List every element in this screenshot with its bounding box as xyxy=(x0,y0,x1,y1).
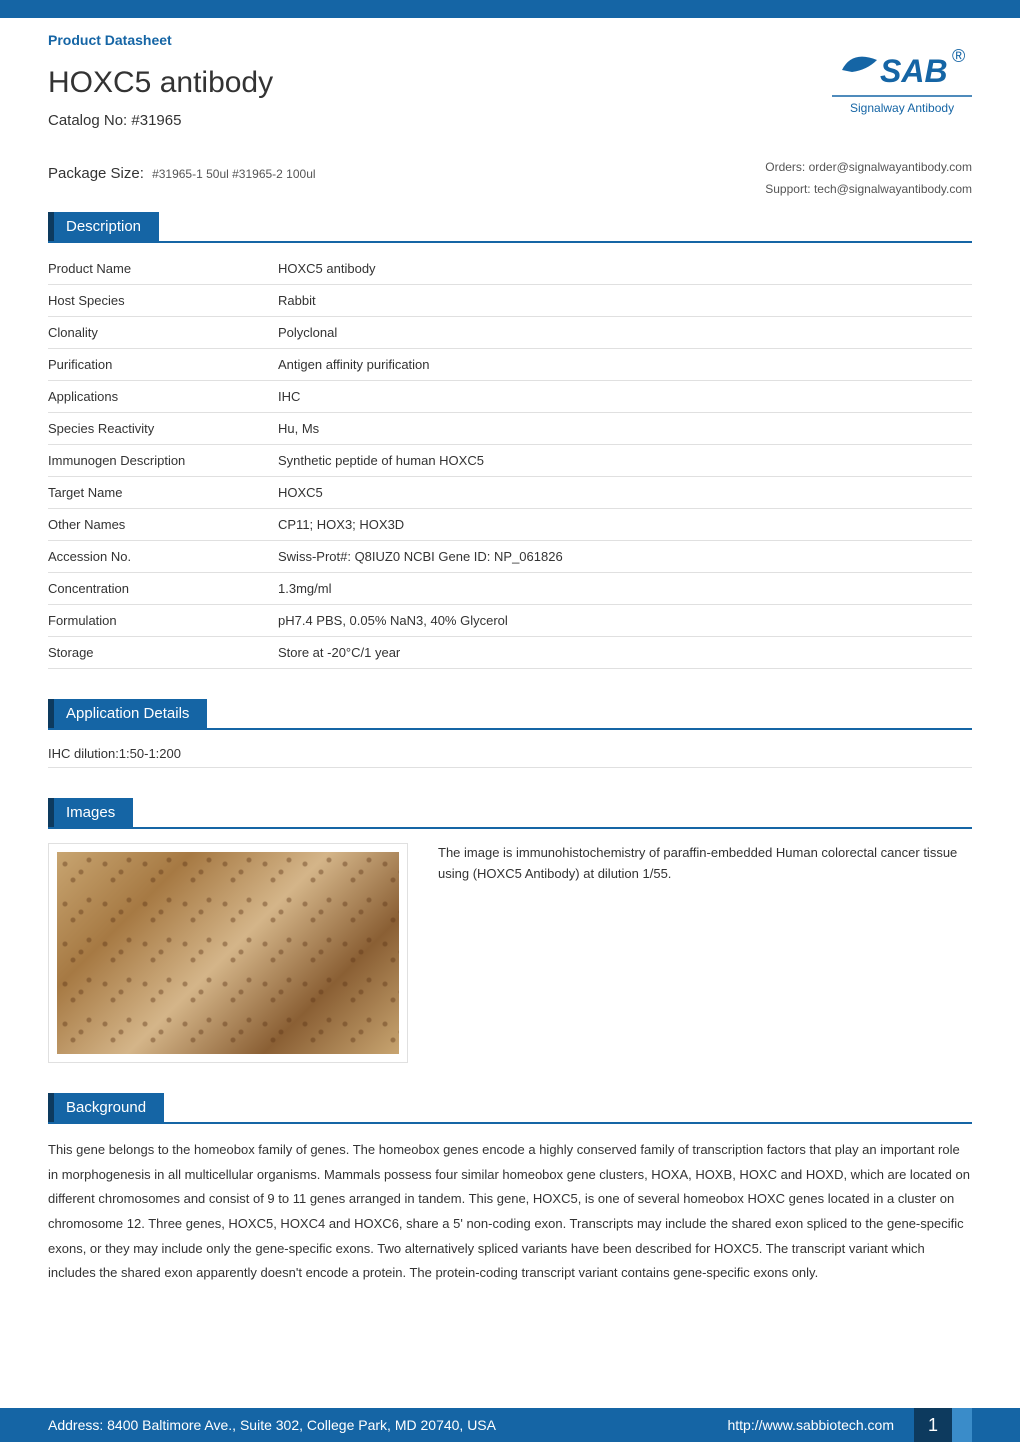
contact-info: Orders: order@signalwayantibody.com Supp… xyxy=(765,157,972,200)
row-value: 1.3mg/ml xyxy=(278,573,972,605)
catalog-value: #31965 xyxy=(131,112,181,129)
ihc-image-container xyxy=(48,843,408,1063)
description-header: Description xyxy=(48,212,159,241)
images-row: The image is immunohistochemistry of par… xyxy=(48,843,972,1063)
footer-address: Address: 8400 Baltimore Ave., Suite 302,… xyxy=(48,1417,687,1433)
row-value: Hu, Ms xyxy=(278,413,972,445)
table-row: Immunogen DescriptionSynthetic peptide o… xyxy=(48,445,972,477)
section-underline xyxy=(48,827,972,829)
row-value: Antigen affinity purification xyxy=(278,349,972,381)
images-header: Images xyxy=(48,798,133,827)
row-value: Store at -20°C/1 year xyxy=(278,637,972,669)
images-section: Images The image is immunohistochemistry… xyxy=(48,768,972,1063)
row-label: Formulation xyxy=(48,605,278,637)
footer-url: http://www.sabbiotech.com xyxy=(727,1417,894,1433)
table-row: Host SpeciesRabbit xyxy=(48,285,972,317)
row-value: pH7.4 PBS, 0.05% NaN3, 40% Glycerol xyxy=(278,605,972,637)
application-details-section: Application Details IHC dilution:1:50-1:… xyxy=(48,669,972,768)
background-header: Background xyxy=(48,1093,164,1122)
header-right: SAB ® Signalway Antibody Orders: order@s… xyxy=(765,40,972,200)
section-underline xyxy=(48,728,972,730)
row-label: Host Species xyxy=(48,285,278,317)
row-label: Species Reactivity xyxy=(48,413,278,445)
table-row: Target NameHOXC5 xyxy=(48,477,972,509)
svg-text:SAB: SAB xyxy=(880,53,948,89)
application-details-text: IHC dilution:1:50-1:200 xyxy=(48,740,972,768)
table-row: PurificationAntigen affinity purificatio… xyxy=(48,349,972,381)
section-underline xyxy=(48,241,972,243)
top-bar xyxy=(0,0,1020,18)
catalog-label: Catalog No: xyxy=(48,112,127,129)
row-label: Other Names xyxy=(48,509,278,541)
table-row: StorageStore at -20°C/1 year xyxy=(48,637,972,669)
row-value: CP11; HOX3; HOX3D xyxy=(278,509,972,541)
footer: Address: 8400 Baltimore Ave., Suite 302,… xyxy=(0,1408,1020,1442)
row-label: Product Name xyxy=(48,253,278,285)
table-row: Product NameHOXC5 antibody xyxy=(48,253,972,285)
orders-email: Orders: order@signalwayantibody.com xyxy=(765,157,972,179)
description-section: Description Product NameHOXC5 antibodyHo… xyxy=(48,182,972,669)
row-value: IHC xyxy=(278,381,972,413)
description-table: Product NameHOXC5 antibodyHost SpeciesRa… xyxy=(48,253,972,669)
row-label: Accession No. xyxy=(48,541,278,573)
application-details-header: Application Details xyxy=(48,699,207,728)
row-value: Polyclonal xyxy=(278,317,972,349)
row-value: Synthetic peptide of human HOXC5 xyxy=(278,445,972,477)
row-value: HOXC5 xyxy=(278,477,972,509)
company-logo: SAB ® Signalway Antibody xyxy=(832,40,972,133)
background-section: Background This gene belongs to the home… xyxy=(48,1063,972,1286)
table-row: Accession No.Swiss-Prot#: Q8IUZ0 NCBI Ge… xyxy=(48,541,972,573)
ihc-image xyxy=(57,852,399,1054)
row-label: Purification xyxy=(48,349,278,381)
table-row: FormulationpH7.4 PBS, 0.05% NaN3, 40% Gl… xyxy=(48,605,972,637)
row-label: Immunogen Description xyxy=(48,445,278,477)
support-email: Support: tech@signalwayantibody.com xyxy=(765,179,972,201)
row-label: Applications xyxy=(48,381,278,413)
footer-stripe xyxy=(952,1408,972,1442)
table-row: Species ReactivityHu, Ms xyxy=(48,413,972,445)
row-value: Rabbit xyxy=(278,285,972,317)
table-row: Other NamesCP11; HOX3; HOX3D xyxy=(48,509,972,541)
svg-text:Signalway Antibody: Signalway Antibody xyxy=(850,101,954,115)
background-text: This gene belongs to the homeobox family… xyxy=(48,1138,972,1286)
table-row: ApplicationsIHC xyxy=(48,381,972,413)
row-label: Target Name xyxy=(48,477,278,509)
section-underline xyxy=(48,1122,972,1124)
package-label: Package Size: xyxy=(48,165,144,182)
row-label: Clonality xyxy=(48,317,278,349)
table-row: ClonalityPolyclonal xyxy=(48,317,972,349)
row-value: Swiss-Prot#: Q8IUZ0 NCBI Gene ID: NP_061… xyxy=(278,541,972,573)
package-value: #31965-1 50ul #31965-2 100ul xyxy=(152,167,315,181)
row-label: Concentration xyxy=(48,573,278,605)
row-value: HOXC5 antibody xyxy=(278,253,972,285)
row-label: Storage xyxy=(48,637,278,669)
image-caption: The image is immunohistochemistry of par… xyxy=(438,843,958,885)
footer-page-number: 1 xyxy=(914,1408,952,1442)
svg-text:®: ® xyxy=(952,46,965,66)
table-row: Concentration1.3mg/ml xyxy=(48,573,972,605)
